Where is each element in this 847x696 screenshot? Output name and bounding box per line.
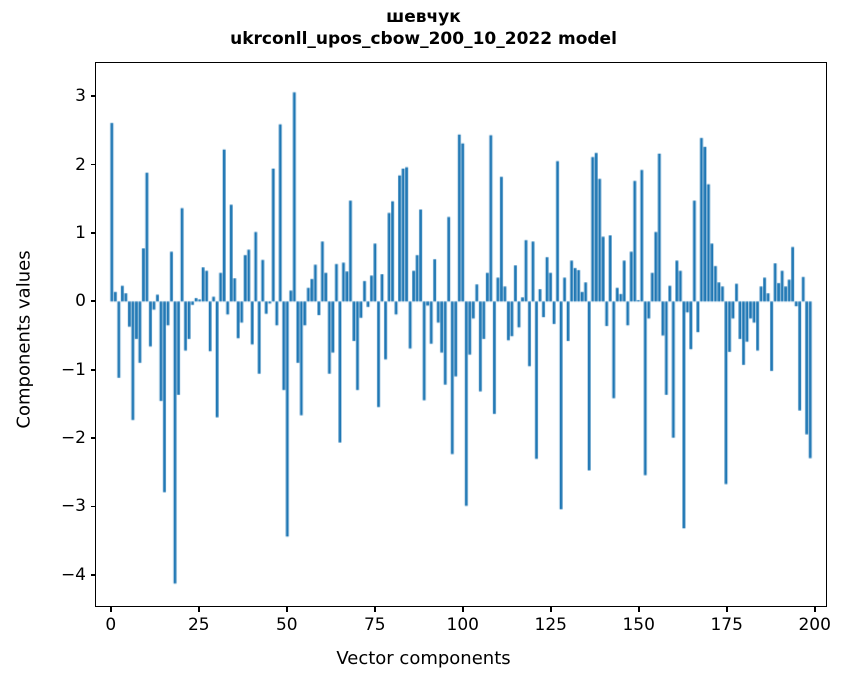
y-tick-label: −3 [60, 496, 86, 517]
x-tick-label: 75 [363, 615, 386, 635]
y-tick-label: −4 [60, 564, 86, 585]
x-tick-mark [285, 607, 288, 612]
x-tick-mark [461, 607, 464, 612]
x-tick-label: 175 [710, 615, 743, 635]
x-tick-label: 125 [534, 615, 567, 635]
y-tick-label: 2 [75, 154, 86, 175]
y-tick-mark [90, 573, 95, 576]
y-tick-label: 1 [75, 222, 86, 243]
y-tick-mark [90, 163, 95, 166]
x-tick-label: 0 [105, 615, 117, 635]
x-axis-label: Vector components [336, 648, 511, 669]
x-tick-label: 150 [622, 615, 655, 635]
y-tick-mark [90, 95, 95, 98]
y-axis-label: Components values [13, 250, 35, 429]
bar-series-canvas [96, 63, 826, 606]
chart-title: шевчук ukrconll_upos_cbow_200_10_2022 mo… [0, 6, 847, 50]
y-tick-mark [90, 368, 95, 371]
x-tick-label: 25 [187, 615, 210, 635]
y-tick-mark [90, 505, 95, 508]
plot-area [95, 62, 827, 607]
x-tick-mark [637, 607, 640, 612]
x-tick-label: 200 [798, 615, 831, 635]
x-tick-label: 50 [275, 615, 298, 635]
y-tick-label: −2 [60, 428, 86, 449]
y-tick-mark [90, 232, 95, 234]
x-tick-mark [725, 607, 728, 612]
x-tick-mark [197, 607, 200, 612]
y-tick-mark [90, 437, 95, 439]
x-tick-mark [813, 607, 816, 612]
y-tick-mark [90, 300, 95, 303]
x-tick-mark [109, 607, 112, 612]
x-tick-label: 100 [446, 615, 479, 635]
y-tick-label: −1 [60, 359, 86, 380]
y-tick-label: 3 [75, 86, 86, 107]
x-tick-mark [549, 607, 552, 612]
x-tick-mark [373, 607, 376, 612]
title-line-2: ukrconll_upos_cbow_200_10_2022 model [230, 29, 617, 49]
title-line-1: шевчук [386, 7, 461, 27]
y-tick-label: 0 [75, 291, 86, 312]
